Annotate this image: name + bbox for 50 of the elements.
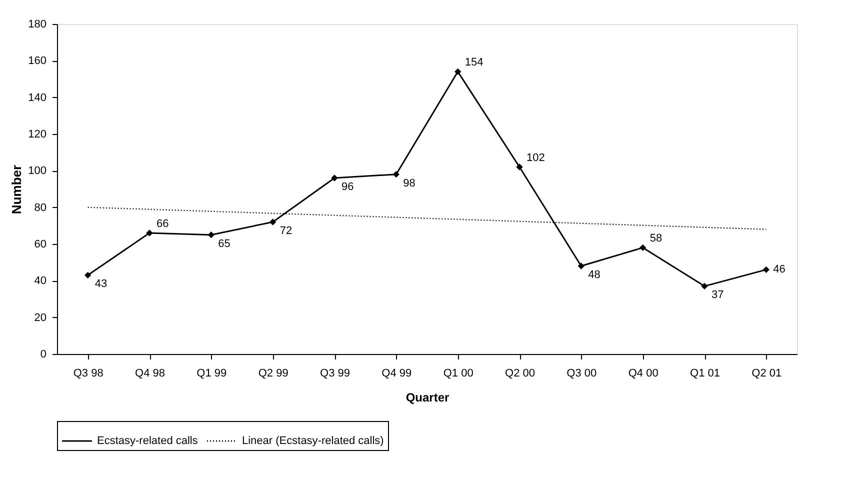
data-label: 43 [94,278,108,290]
x-tick-label: Q3 98 [73,368,104,380]
data-label: 65 [218,238,230,250]
x-tick-label: Q4 98 [135,368,165,380]
legend-label: Ecstasy-related calls [97,435,198,447]
legend-label: Linear (Ecstasy-related calls) [242,435,384,447]
data-label: 154 [464,56,484,69]
y-tick-label: 140 [28,92,46,104]
point [578,262,585,270]
data-label: 46 [773,264,786,276]
x-axis-title: Quarter [406,390,450,404]
y-tick-label: 40 [34,275,46,288]
x-tick-label: Q3 99 [320,368,350,380]
point [454,68,462,76]
point [84,272,92,279]
x-tick-label: Q1 00 [443,368,474,380]
y-tick-label: 60 [34,238,46,250]
point [392,170,400,178]
x-tick-label: Q4 00 [628,368,658,380]
data-label: 72 [280,225,292,237]
y-tick-label: 120 [28,128,46,140]
x-tick-label: Q2 99 [258,368,288,380]
point [701,282,708,290]
y-tick-label: 80 [34,202,46,214]
x-tick-label: Q4 99 [382,368,412,380]
data-label: 48 [588,269,600,281]
point [269,218,276,226]
point [516,164,523,170]
x-tick-label: Q3 00 [566,368,597,380]
y-tick-label: 100 [28,165,46,178]
y-axis-title: Number [9,164,24,214]
y-tick-label: 180 [28,18,46,30]
data-label: 37 [712,289,724,302]
data-label: 96 [342,181,354,193]
y-tick-label: 160 [28,55,46,68]
point [639,244,646,252]
point [762,266,770,274]
point [208,231,215,238]
x-tick-label: Q1 01 [690,368,720,380]
point [331,174,338,182]
point [146,230,153,236]
data-label: 98 [403,177,416,190]
x-tick-label: Q2 01 [752,368,782,380]
x-tick-label: Q1 99 [196,368,227,380]
y-tick-label: 0 [40,348,46,360]
x-tick-label: Q2 00 [505,368,535,380]
y-tick-label: 20 [34,312,46,324]
data-label: 102 [526,152,545,164]
data-label: 66 [156,218,169,230]
data-label: 58 [650,232,662,245]
